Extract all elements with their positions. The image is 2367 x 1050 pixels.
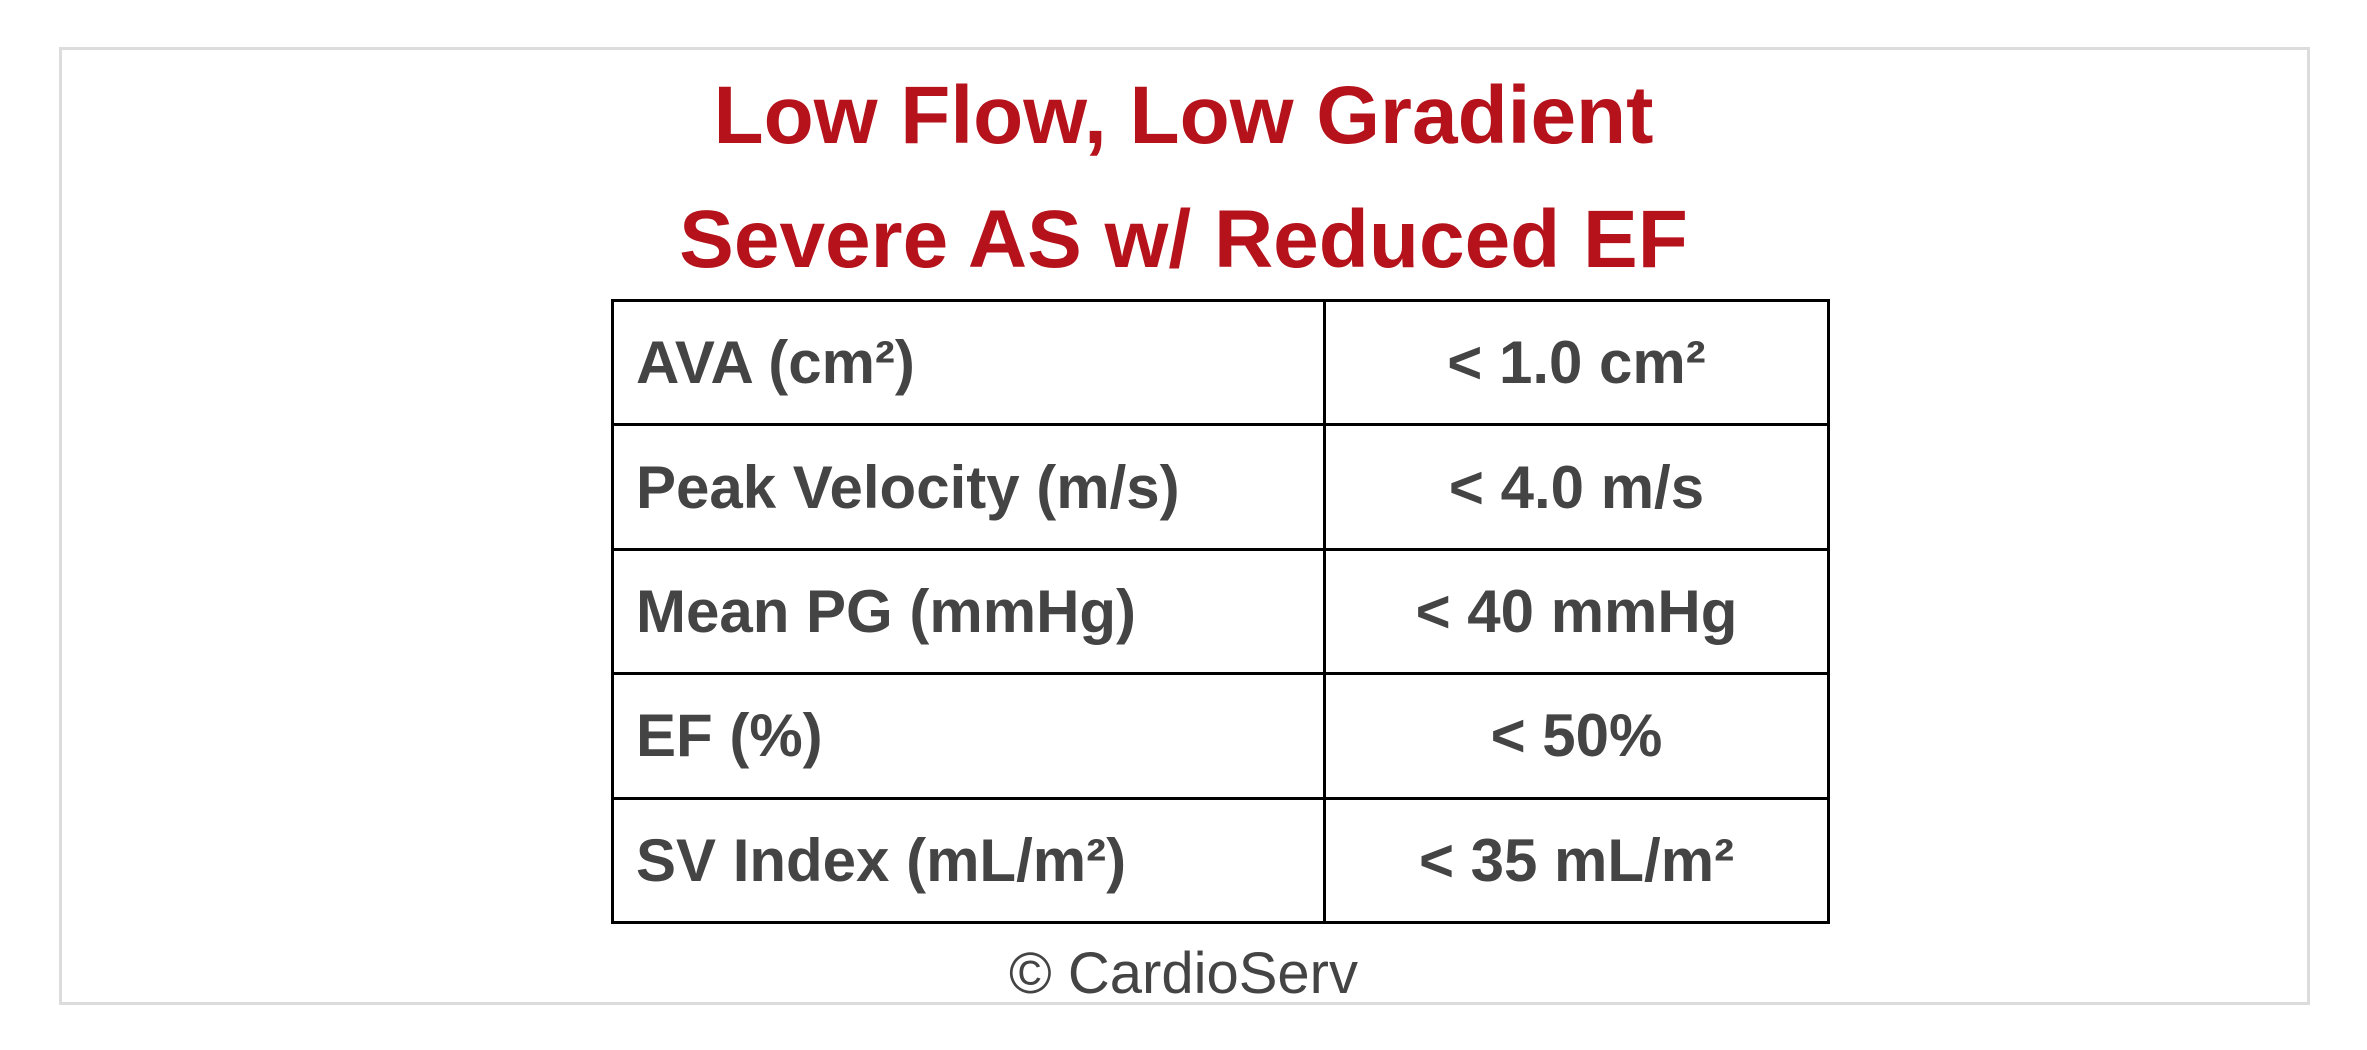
value-cell: < 1.0 cm² [1323, 298, 1830, 427]
value-cell: < 35 mL/m² [1323, 796, 1830, 925]
parameter-cell: EF (%) [611, 672, 1326, 800]
parameter-cell: SV Index (mL/m²) [611, 796, 1326, 925]
value-cell: < 40 mmHg [1323, 547, 1830, 676]
table-row: SV Index (mL/m²) < 35 mL/m² [611, 796, 1830, 925]
table-row: AVA (cm²) < 1.0 cm² [611, 298, 1830, 427]
parameter-cell: AVA (cm²) [611, 298, 1326, 427]
value-cell: < 4.0 m/s [1323, 423, 1830, 551]
title-line: Low Flow, Low Gradient [713, 70, 1654, 161]
frame [59, 47, 2310, 1005]
parameter-cell: Peak Velocity (m/s) [611, 423, 1326, 551]
table-row: Peak Velocity (m/s) < 4.0 m/s [611, 423, 1830, 551]
value-cell: < 50% [1323, 672, 1830, 800]
title-line: Severe AS w/ Reduced EF [679, 194, 1688, 285]
parameter-cell: Mean PG (mmHg) [611, 547, 1326, 676]
footer: © CardioServ [1009, 941, 1358, 1006]
table-row: Mean PG (mmHg) < 40 mmHg [611, 547, 1830, 676]
criteria-table: AVA (cm²) < 1.0 cm² Peak Velocity (m/s) < 4… [611, 298, 1830, 925]
table-row: EF (%) < 50% [611, 672, 1830, 800]
